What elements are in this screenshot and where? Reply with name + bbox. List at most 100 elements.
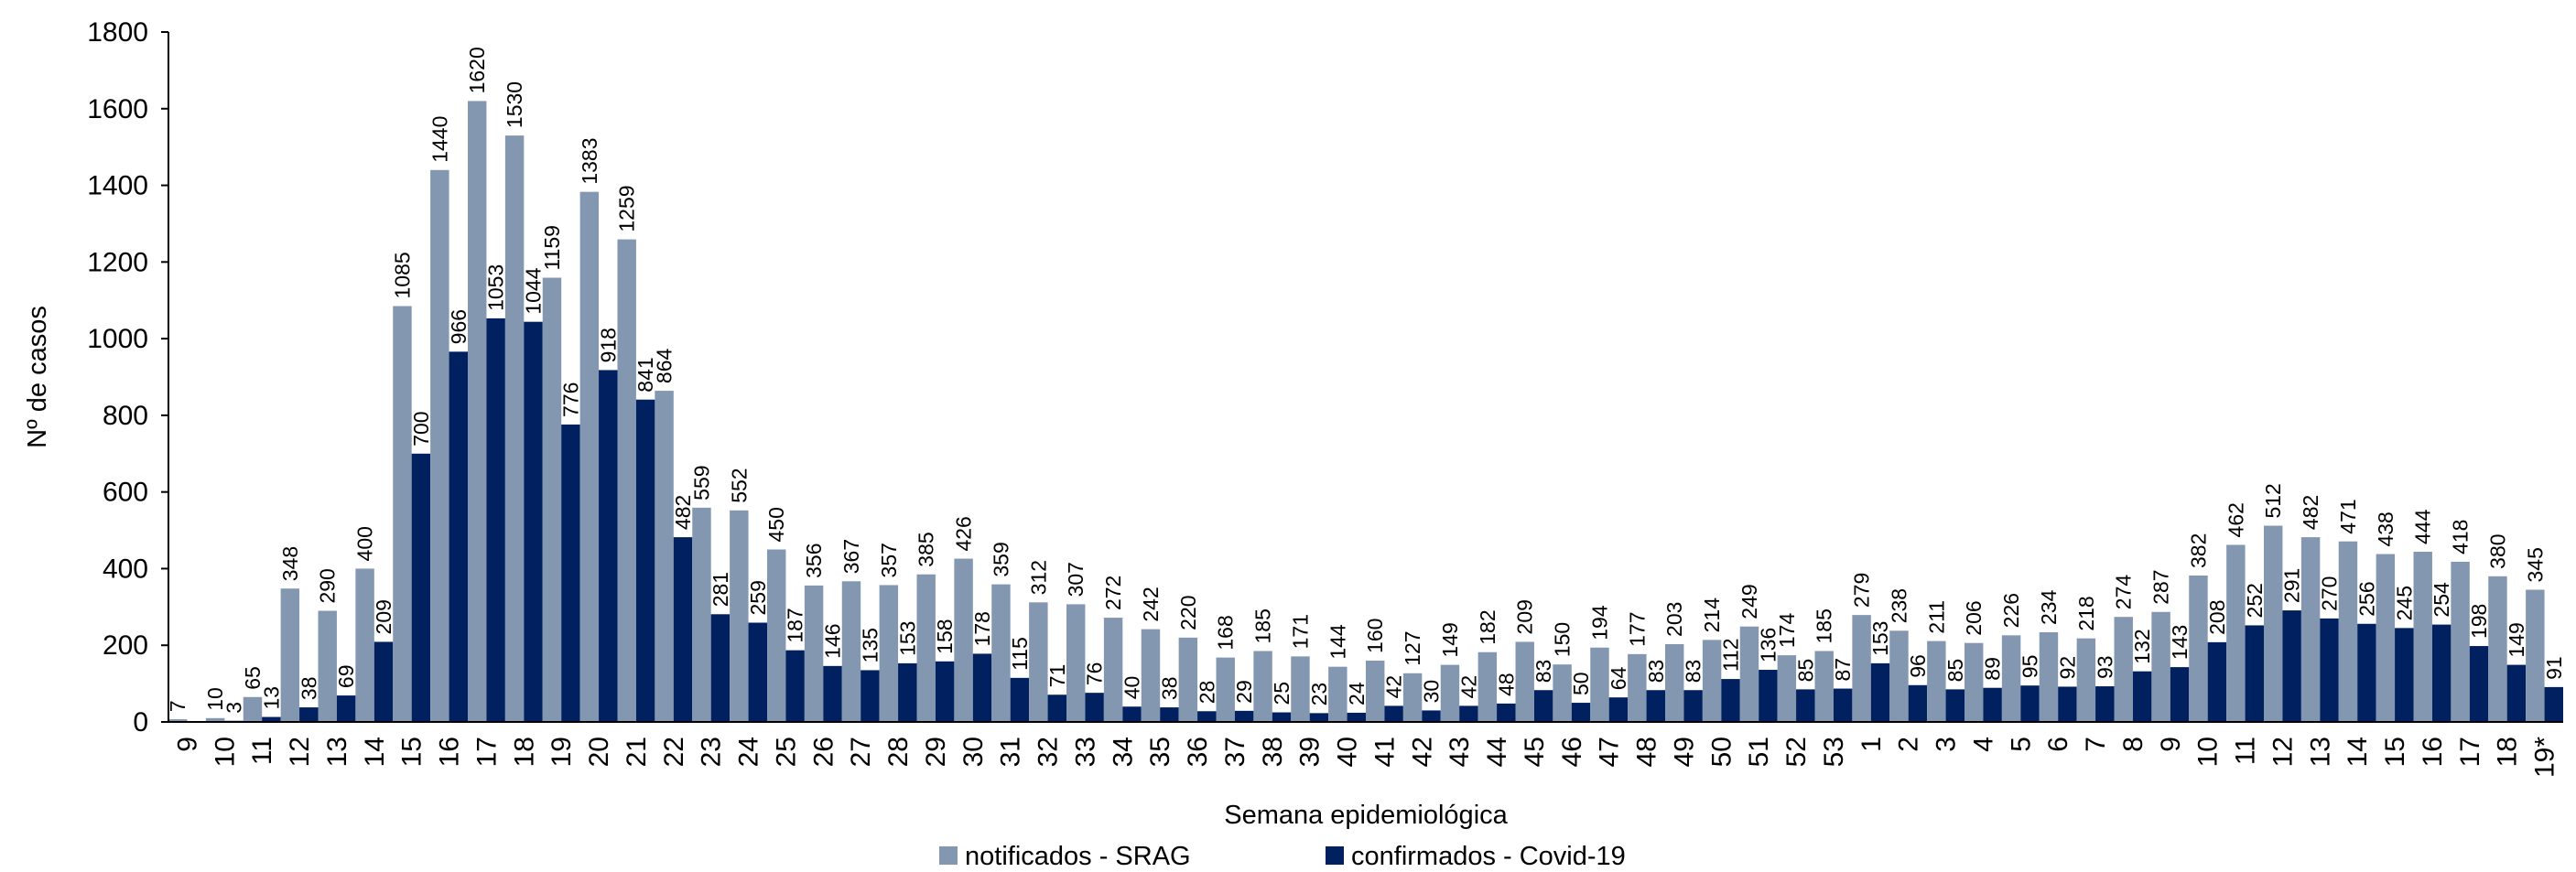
x-tick-label: 17 — [2455, 737, 2485, 767]
y-tick-label: 1000 — [87, 324, 148, 354]
y-tick-label: 0 — [133, 707, 148, 737]
bar-confirmados — [1085, 693, 1104, 722]
x-tick-label: 50 — [1706, 737, 1737, 767]
x-axis-ticks: 9 10 11 12 13 14 15 16 17 18 19 20 21 22 23 24 25 26 27 28 2… — [172, 737, 2560, 778]
data-label-notificados: 206 — [1962, 600, 1986, 635]
bar-confirmados — [1945, 689, 1964, 722]
bar-confirmados — [1870, 662, 1890, 722]
data-label-confirmados: 89 — [1981, 657, 2005, 681]
x-tick-label: 4 — [1968, 737, 1998, 752]
bar-notificados — [916, 574, 936, 722]
data-label-notificados: 552 — [727, 468, 751, 502]
bar-notificados — [1665, 643, 1684, 722]
data-label-notificados: 226 — [1999, 593, 2023, 628]
bar-notificados — [1590, 647, 1609, 722]
data-label-confirmados: 143 — [2168, 625, 2192, 660]
bar-confirmados — [2357, 623, 2376, 722]
bar-notificados — [2151, 611, 2170, 722]
y-tick-label: 800 — [103, 401, 148, 431]
data-label-notificados: 177 — [1625, 611, 1649, 646]
x-tick-label: 34 — [1108, 737, 1138, 767]
bar-confirmados — [1347, 712, 1366, 722]
data-label-confirmados: 93 — [2093, 655, 2116, 679]
data-label-notificados: 242 — [1139, 587, 1163, 621]
data-label-confirmados: 91 — [2542, 656, 2566, 680]
bar-notificados — [1328, 666, 1348, 722]
bar-notificados — [2451, 561, 2470, 722]
data-label-notificados: 220 — [1176, 595, 1200, 630]
bar-notificados — [1253, 651, 1272, 722]
data-label-confirmados: 291 — [2280, 568, 2304, 603]
bar-confirmados — [299, 707, 319, 722]
bar-confirmados — [2132, 671, 2152, 722]
bar-confirmados — [1497, 703, 1516, 722]
bar-notificados — [468, 101, 487, 722]
x-axis-title: Semana epidemiológica — [1224, 801, 1508, 830]
data-label-notificados: 272 — [1101, 576, 1125, 610]
x-tick-label: 44 — [1482, 737, 1512, 767]
data-label-notificados: 367 — [839, 539, 863, 574]
data-label-confirmados: 28 — [1195, 681, 1218, 705]
bar-confirmados — [599, 370, 618, 722]
legend-label-notificados: notificados - SRAG — [965, 842, 1191, 871]
data-label-notificados: 559 — [689, 465, 713, 500]
bar-confirmados — [1796, 689, 1815, 722]
x-tick-label: 9 — [172, 737, 202, 752]
bar-notificados — [1814, 651, 1834, 722]
bar-confirmados — [1010, 677, 1030, 722]
bar-notificados — [504, 135, 525, 723]
data-label-confirmados: 135 — [858, 628, 882, 662]
y-axis-title: Nº de casos — [23, 306, 52, 448]
bar-notificados — [1366, 660, 1385, 722]
bar-notificados — [1927, 641, 1946, 722]
data-label-confirmados: 700 — [409, 411, 433, 446]
x-tick-label: 19 — [547, 737, 577, 767]
data-label-notificados: 185 — [1813, 608, 1836, 643]
data-label-confirmados: 149 — [2505, 622, 2528, 657]
x-tick-label: 5 — [2006, 737, 2036, 752]
x-tick-label: 13 — [322, 737, 352, 767]
bar-confirmados — [1122, 706, 1142, 722]
data-label-confirmados: 178 — [970, 611, 994, 646]
bar-notificados — [655, 391, 674, 722]
bar-notificados — [2189, 575, 2208, 722]
y-tick-label: 400 — [103, 554, 148, 584]
data-label-confirmados: 95 — [2019, 655, 2042, 679]
bar-confirmados — [935, 661, 955, 722]
x-tick-label: 14 — [2343, 737, 2373, 767]
data-label-confirmados: 96 — [1906, 654, 1930, 678]
bar-notificados — [2076, 638, 2096, 722]
data-label-confirmados: 966 — [447, 309, 471, 344]
data-label-notificados: 209 — [1513, 599, 1537, 634]
data-label-notificados: 1530 — [503, 81, 526, 128]
bar-confirmados — [1646, 690, 1665, 722]
bar-confirmados — [898, 662, 917, 722]
bar-confirmados — [2320, 618, 2339, 722]
data-label-confirmados: 24 — [1345, 682, 1369, 705]
y-tick-label: 600 — [103, 478, 148, 508]
data-label-confirmados: 776 — [558, 382, 582, 417]
x-tick-label: 1 — [1856, 737, 1887, 752]
data-label-confirmados: 132 — [2130, 629, 2154, 663]
x-tick-label: 41 — [1369, 737, 1400, 767]
data-label-confirmados: 115 — [1008, 637, 1032, 671]
data-label-notificados: 287 — [2149, 569, 2173, 604]
bar-notificados — [879, 585, 899, 722]
bar-confirmados — [2395, 628, 2414, 722]
data-label-confirmados: 259 — [746, 580, 770, 615]
x-tick-label: 31 — [996, 737, 1026, 767]
x-tick-label: 7 — [2081, 737, 2111, 752]
data-label-confirmados: 76 — [1083, 662, 1107, 686]
data-label-confirmados: 245 — [2392, 586, 2416, 620]
bar-confirmados — [1234, 710, 1254, 722]
data-label-notificados: 462 — [2224, 502, 2247, 537]
bar-confirmados — [1160, 707, 1179, 722]
bar-notificados — [1141, 629, 1161, 722]
data-label-notificados: 357 — [877, 543, 901, 577]
data-label-notificados: 7 — [166, 700, 189, 712]
data-label-notificados: 150 — [1551, 622, 1575, 657]
x-tick-label: 12 — [285, 737, 315, 767]
x-tick-label: 17 — [471, 737, 502, 767]
data-label-notificados: 512 — [2261, 483, 2285, 518]
